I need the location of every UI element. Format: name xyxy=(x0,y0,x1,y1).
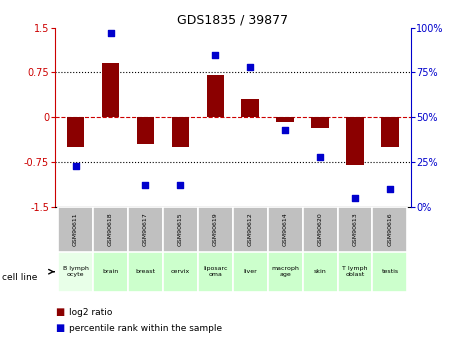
Point xyxy=(211,52,219,57)
Bar xyxy=(163,207,198,252)
Text: breast: breast xyxy=(135,269,155,274)
Bar xyxy=(268,252,303,292)
Text: skin: skin xyxy=(314,269,326,274)
Text: cervix: cervix xyxy=(171,269,190,274)
Bar xyxy=(303,252,338,292)
Point xyxy=(142,183,149,188)
Bar xyxy=(171,117,189,147)
Title: GDS1835 / 39877: GDS1835 / 39877 xyxy=(177,13,288,27)
Text: T lymph
oblast: T lymph oblast xyxy=(342,266,368,277)
Text: liposarc
oma: liposarc oma xyxy=(203,266,228,277)
Bar xyxy=(67,117,85,147)
Text: liver: liver xyxy=(243,269,257,274)
Bar xyxy=(346,117,364,165)
Bar xyxy=(137,117,154,144)
Point xyxy=(177,183,184,188)
Text: testis: testis xyxy=(381,269,399,274)
Point xyxy=(247,64,254,70)
Point xyxy=(316,154,324,159)
Text: GSM90617: GSM90617 xyxy=(143,213,148,246)
Text: brain: brain xyxy=(103,269,119,274)
Bar xyxy=(372,207,408,252)
Bar xyxy=(58,207,93,252)
Point xyxy=(351,195,359,201)
Bar xyxy=(93,207,128,252)
Bar xyxy=(372,252,408,292)
Bar xyxy=(128,207,163,252)
Text: percentile rank within the sample: percentile rank within the sample xyxy=(69,324,222,333)
Point xyxy=(72,163,79,168)
Text: GSM90616: GSM90616 xyxy=(388,213,392,246)
Bar xyxy=(207,76,224,117)
Text: GSM90619: GSM90619 xyxy=(213,213,218,246)
Text: GSM90620: GSM90620 xyxy=(318,213,323,246)
Point xyxy=(107,30,114,36)
Bar xyxy=(241,99,259,117)
Text: macroph
age: macroph age xyxy=(271,266,299,277)
Bar xyxy=(303,207,338,252)
Text: GSM90613: GSM90613 xyxy=(352,213,358,246)
Text: GSM90614: GSM90614 xyxy=(283,213,288,246)
Bar xyxy=(198,207,233,252)
Text: GSM90612: GSM90612 xyxy=(248,213,253,246)
Text: B lymph
ocyte: B lymph ocyte xyxy=(63,266,88,277)
Point xyxy=(281,127,289,132)
Bar xyxy=(198,252,233,292)
Bar xyxy=(58,252,93,292)
Text: GSM90618: GSM90618 xyxy=(108,213,113,246)
Text: GSM90615: GSM90615 xyxy=(178,213,183,246)
Bar xyxy=(163,252,198,292)
Bar xyxy=(338,252,372,292)
Bar xyxy=(93,252,128,292)
Point xyxy=(386,186,394,192)
Bar xyxy=(276,117,294,122)
Text: ■: ■ xyxy=(55,307,64,317)
Bar xyxy=(381,117,399,147)
Bar xyxy=(102,63,119,117)
Text: cell line: cell line xyxy=(2,273,38,282)
Bar xyxy=(233,252,268,292)
Bar xyxy=(311,117,329,128)
Text: GSM90611: GSM90611 xyxy=(73,213,78,246)
Text: log2 ratio: log2 ratio xyxy=(69,308,112,317)
Text: ■: ■ xyxy=(55,324,64,333)
Bar xyxy=(338,207,372,252)
Bar xyxy=(128,252,163,292)
Bar xyxy=(268,207,303,252)
Bar xyxy=(233,207,268,252)
